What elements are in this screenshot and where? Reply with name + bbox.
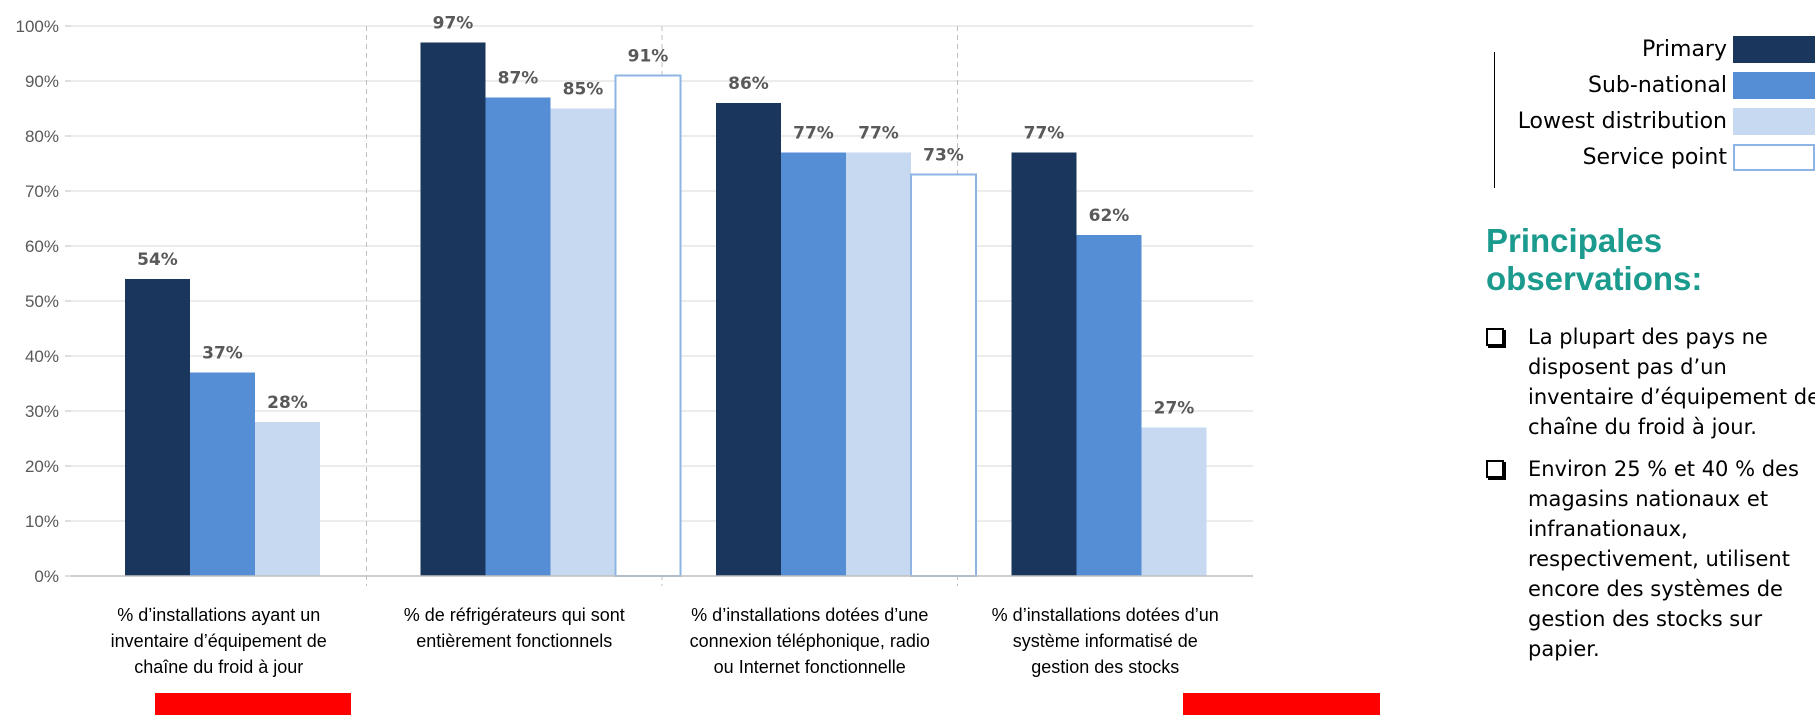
data-label: 77%	[858, 124, 899, 144]
data-label: 77%	[1024, 124, 1065, 144]
category-label: % de réfrigérateurs qui sont entièrement …	[364, 602, 664, 654]
y-tick-label: 90%	[25, 72, 59, 91]
data-label: 27%	[1154, 399, 1195, 419]
observation-item: La plupart des pays ne disposent pas d’u…	[1484, 322, 1815, 442]
bar	[616, 76, 681, 577]
y-tick-label: 40%	[25, 347, 59, 366]
data-label: 73%	[923, 146, 964, 166]
bar	[716, 103, 781, 576]
bar	[846, 153, 911, 577]
category-label-line: gestion des stocks	[955, 654, 1255, 680]
data-label: 37%	[202, 344, 243, 364]
data-label: 87%	[498, 69, 539, 89]
data-label: 54%	[137, 250, 178, 270]
observation-text: La plupart des pays ne disposent pas d’u…	[1528, 325, 1815, 439]
data-label: 85%	[563, 80, 604, 100]
category-label-line: connexion téléphonique, radio	[660, 628, 960, 654]
category-label-line: % de réfrigérateurs qui sont	[364, 602, 664, 628]
y-tick-label: 30%	[25, 402, 59, 421]
category-label-line: % d’installations ayant un	[69, 602, 369, 628]
category-label-line: chaîne du froid à jour	[69, 654, 369, 680]
bar	[1077, 235, 1142, 576]
category-label-line: entièrement fonctionnels	[364, 628, 664, 654]
legend-swatch	[1733, 108, 1815, 135]
y-tick-label: 70%	[25, 182, 59, 201]
y-tick-label: 60%	[25, 237, 59, 256]
data-label: 97%	[433, 14, 474, 34]
bar	[486, 98, 551, 577]
legend-swatch	[1733, 144, 1815, 171]
category-label-line: % d’installations dotées d’une	[660, 602, 960, 628]
y-tick-label: 20%	[25, 457, 59, 476]
category-label-line: ou Internet fonctionnelle	[660, 654, 960, 680]
category-label: % d’installations dotées d’un système inf…	[955, 602, 1255, 680]
legend-swatch	[1733, 72, 1815, 99]
data-label: 86%	[728, 74, 769, 94]
bar	[551, 109, 616, 577]
legend-swatch	[1733, 36, 1815, 63]
bar	[125, 279, 190, 576]
bar	[911, 175, 976, 577]
y-tick-label: 80%	[25, 127, 59, 146]
legend-entry: Primary	[1642, 34, 1815, 64]
category-label-line: inventaire d’équipement de	[69, 628, 369, 654]
legend-label: Service point	[1583, 145, 1727, 170]
observation-text: Environ 25 % et 40 % des magasins nation…	[1528, 457, 1799, 661]
bar	[255, 422, 320, 576]
legend: Primary Sub-national Lowest distribution Se…	[1470, 22, 1815, 192]
y-tick-label: 50%	[25, 292, 59, 311]
highlight-marker-1	[155, 693, 351, 715]
checkbox-bullet-icon	[1486, 328, 1504, 346]
observations-list: La plupart des pays ne disposent pas d’u…	[1484, 322, 1815, 676]
category-label-line: système informatisé de	[955, 628, 1255, 654]
observations-title: Principales observations:	[1486, 222, 1815, 298]
data-label: 77%	[793, 124, 834, 144]
legend-entry: Service point	[1583, 142, 1815, 172]
checkbox-bullet-icon	[1486, 460, 1504, 478]
data-label: 91%	[628, 47, 669, 67]
y-tick-label: 10%	[25, 512, 59, 531]
bar	[781, 153, 846, 577]
legend-entry: Sub-national	[1588, 70, 1815, 100]
legend-entry: Lowest distribution	[1518, 106, 1815, 136]
category-label: % d’installations ayant un inventaire d’é…	[69, 602, 369, 680]
data-label: 62%	[1089, 206, 1130, 226]
y-tick-label: 0%	[34, 567, 59, 586]
highlight-marker-4	[1183, 693, 1380, 715]
data-label: 28%	[267, 393, 308, 413]
bar	[1012, 153, 1077, 577]
legend-label: Sub-national	[1588, 73, 1727, 98]
legend-label: Lowest distribution	[1518, 109, 1727, 134]
bar	[1142, 428, 1207, 577]
bar	[421, 43, 486, 577]
observation-item: Environ 25 % et 40 % des magasins nation…	[1484, 454, 1815, 664]
y-axis-ticks: 0% 10% 20% 30% 40% 50% 60% 70% 80% 90% 100%	[16, 17, 71, 586]
bar	[190, 373, 255, 577]
category-label: % d’installations dotées d’une connexion …	[660, 602, 960, 680]
legend-label: Primary	[1642, 37, 1727, 62]
y-tick-label: 100%	[16, 17, 59, 36]
category-label-line: % d’installations dotées d’un	[955, 602, 1255, 628]
